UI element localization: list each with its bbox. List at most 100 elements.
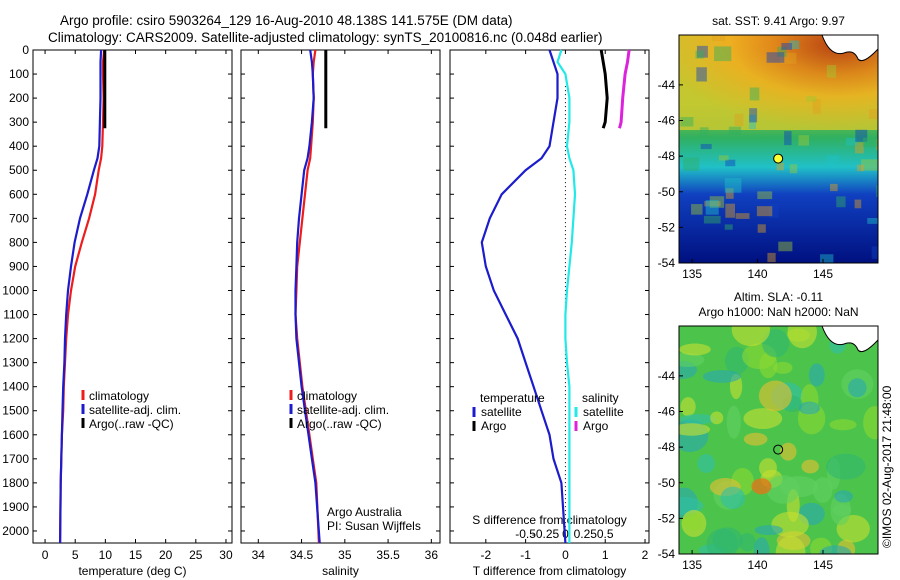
sst-texture-cell <box>826 65 837 78</box>
series-line-temperature-satellite <box>480 49 567 544</box>
y-tick-label: 1900 <box>2 500 29 514</box>
sst-texture-cell <box>812 99 821 114</box>
legend-label: Argo <box>481 419 507 433</box>
map-y-tick-label: -44 <box>658 369 676 383</box>
sla-eddy <box>753 537 770 554</box>
sst-texture-cell <box>683 157 700 171</box>
sst-texture-cell <box>876 139 878 150</box>
tasmania-coast <box>821 326 878 353</box>
y-tick-label: 1400 <box>2 380 29 394</box>
map-panel-2: -44 -46 -48 -50 -52 -54 135 140 145 Altim. SLA: -… <box>658 290 879 572</box>
sla-eddy <box>697 454 715 474</box>
x-tick-label: 20 <box>159 548 173 562</box>
sla-eddy <box>779 442 797 461</box>
panel-annotation: PI: Susan Wijffels <box>327 519 421 533</box>
sla-eddy <box>679 497 704 515</box>
legend-label: Argo <box>583 419 609 433</box>
sst-texture-cell <box>680 117 694 127</box>
sla-eddy <box>710 411 724 425</box>
sst-texture-cell <box>725 159 736 167</box>
y-tick-label: 1300 <box>2 356 29 370</box>
map-y-tick-label: -44 <box>658 78 676 92</box>
x-tick-label: 36 <box>425 548 439 562</box>
sla-eddy <box>743 432 768 446</box>
sst-texture-cell <box>867 217 878 224</box>
sla-eddy <box>801 459 819 474</box>
y-tick-label: 600 <box>9 187 29 201</box>
sla-eddy <box>679 343 711 356</box>
x-tick-label: 25 <box>189 548 203 562</box>
top-x-tick-label: 0.5 <box>597 527 614 541</box>
y-tick-label: 200 <box>9 91 29 105</box>
sla-eddy <box>731 326 771 347</box>
map-y-tick-label: -50 <box>658 185 676 199</box>
sst-texture-cell <box>696 67 707 82</box>
sst-texture-cell <box>854 199 862 209</box>
x-axis-label: temperature (deg C) <box>78 564 186 578</box>
map-y-tick-label: -54 <box>658 256 676 270</box>
x-tick-label: 1 <box>602 548 609 562</box>
sst-texture-cell <box>703 215 721 224</box>
map-frame <box>678 325 879 555</box>
sst-texture-cell <box>714 46 732 62</box>
legend-label: Argo(..raw -QC) <box>89 417 174 431</box>
x-tick-label: -1 <box>520 548 531 562</box>
sst-texture-cell <box>845 137 858 146</box>
sla-eddy <box>761 328 790 358</box>
y-tick-label: 100 <box>9 67 29 81</box>
sla-eddy <box>834 490 853 503</box>
series-line-satellite-adj-clim- <box>59 49 103 544</box>
legend-group-title: temperature <box>480 391 545 405</box>
sst-texture-cell <box>749 87 760 101</box>
sla-eddy <box>679 414 717 425</box>
argo-float-marker <box>773 444 784 455</box>
map-y-tick-label: -54 <box>658 547 676 561</box>
sst-texture-cell <box>725 188 734 199</box>
sst-texture-cell <box>789 164 798 174</box>
sst-texture-cell <box>699 127 709 137</box>
sst-texture-cell <box>806 96 817 102</box>
sst-texture-cell <box>725 203 735 218</box>
legend-group-title: salinity <box>582 391 619 405</box>
sst-texture-cell <box>768 203 779 218</box>
y-tick-label: 500 <box>9 163 29 177</box>
series-line-temperature-argo <box>599 49 609 129</box>
sst-texture-cell <box>696 45 708 58</box>
sst-texture-cell <box>789 40 800 50</box>
sst-texture-cell <box>854 142 864 154</box>
legend-label: climatology <box>297 389 357 403</box>
map-y-tick-label: -48 <box>658 440 676 454</box>
panel-annotation: Argo Australia <box>327 505 402 519</box>
profile-panel-3: -2 -1 0 1 2 T difference from climatology -0.5… <box>449 49 650 578</box>
sst-texture-cell <box>757 224 766 233</box>
sla-eddy <box>766 475 800 504</box>
sst-texture-cell <box>734 113 744 126</box>
top-x-axis-label: S difference from climatology <box>472 513 627 527</box>
y-tick-label: 0 <box>22 43 29 57</box>
map-title: Altim. SLA: -0.11 <box>734 290 823 304</box>
x-tick-label: 30 <box>219 548 233 562</box>
sst-texture-cell <box>711 35 726 42</box>
sla-eddy <box>808 363 825 387</box>
sst-texture-cell <box>766 52 785 63</box>
legend-label: satellite <box>481 405 522 419</box>
x-axis-label: salinity <box>322 564 359 578</box>
argo-float-marker <box>773 153 784 164</box>
sla-eddy <box>679 423 711 436</box>
sst-texture-cell <box>784 131 792 146</box>
sst-texture-cell <box>871 246 878 259</box>
y-tick-label: 900 <box>9 259 29 273</box>
sla-eddy <box>773 361 793 374</box>
sla-eddy <box>787 326 817 349</box>
legend-label: Argo(..raw -QC) <box>297 417 382 431</box>
y-tick-label: 1500 <box>2 404 29 418</box>
y-tick-label: 700 <box>9 211 29 225</box>
y-tick-label: 400 <box>9 139 29 153</box>
x-tick-label: 35 <box>338 548 352 562</box>
y-tick-label: 1600 <box>2 428 29 442</box>
sst-texture-cell <box>718 155 729 161</box>
x-tick-label: 15 <box>129 548 143 562</box>
sst-texture-cell <box>756 206 773 217</box>
top-x-tick-label: -0.5 <box>515 527 536 541</box>
sst-texture-cell <box>820 254 834 263</box>
